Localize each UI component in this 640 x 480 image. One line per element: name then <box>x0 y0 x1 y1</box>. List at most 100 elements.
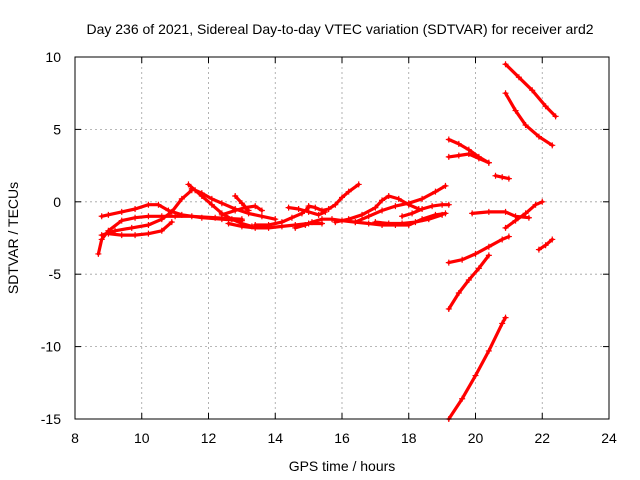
data-point <box>345 188 352 195</box>
data-point <box>245 207 252 214</box>
data-point <box>365 213 372 220</box>
trace-22 <box>447 316 508 421</box>
data-point <box>469 210 476 217</box>
data-point <box>118 217 125 224</box>
y-tick-labels: 10 5 0 -5 -10 -15 <box>41 49 61 427</box>
data-point <box>185 181 192 188</box>
data-point <box>445 305 452 312</box>
data-point <box>98 232 105 239</box>
data-point <box>492 172 499 179</box>
data-point <box>522 210 529 217</box>
data-point <box>218 200 225 207</box>
data-point <box>315 211 322 218</box>
data-point <box>312 204 319 211</box>
data-point <box>502 224 509 231</box>
data-point <box>502 314 509 321</box>
data-point <box>485 243 492 250</box>
data-point <box>218 211 225 218</box>
y-tick-label: 10 <box>45 49 61 65</box>
data-point <box>308 219 315 226</box>
data-point <box>232 193 239 200</box>
data-point <box>455 152 462 159</box>
data-point <box>322 208 329 215</box>
y-tick-label: -15 <box>41 411 61 427</box>
data-point <box>238 200 245 207</box>
data-point <box>208 201 215 208</box>
data-point <box>439 201 446 208</box>
data-point <box>118 208 125 215</box>
data-point <box>475 155 482 162</box>
data-point <box>178 211 185 218</box>
data-point <box>365 220 372 227</box>
data-point <box>485 252 492 259</box>
data-point <box>98 213 105 220</box>
data-point <box>549 142 556 149</box>
data-point <box>225 220 232 227</box>
data-point <box>472 250 479 257</box>
x-tick-label: 18 <box>401 430 417 446</box>
x-tick-label: 22 <box>534 430 550 446</box>
data-point <box>499 320 506 327</box>
data-point <box>272 216 279 223</box>
trace-20 <box>447 235 511 265</box>
y-tick-label: -10 <box>41 339 61 355</box>
data-point <box>502 61 509 68</box>
data-point <box>429 203 436 210</box>
data-point <box>145 230 152 237</box>
data-point <box>112 227 119 234</box>
data-point <box>385 193 392 200</box>
data-point <box>155 201 162 208</box>
data-point <box>278 219 285 226</box>
data-point <box>442 210 449 217</box>
x-axis-label: GPS time / hours <box>289 458 396 474</box>
data-point <box>465 151 472 158</box>
data-point <box>505 175 512 182</box>
data-point <box>252 203 259 210</box>
data-point <box>455 290 462 297</box>
data-point <box>145 221 152 228</box>
data-point <box>485 347 492 354</box>
data-point <box>145 213 152 220</box>
data-point <box>372 204 379 211</box>
data-point <box>228 216 235 223</box>
data-point <box>198 214 205 221</box>
y-tick-label: -5 <box>49 266 62 282</box>
data-point <box>198 190 205 197</box>
data-point <box>455 140 462 147</box>
trace-13 <box>333 194 421 224</box>
data-point <box>295 206 302 213</box>
data-point <box>499 174 506 181</box>
data-point <box>465 276 472 283</box>
data-point <box>499 236 506 243</box>
y-tick-label: 5 <box>53 121 61 137</box>
x-tick-label: 14 <box>267 430 283 446</box>
data-point <box>128 224 135 231</box>
data-point <box>258 207 265 214</box>
data-point <box>512 217 519 224</box>
data-point <box>535 246 542 253</box>
data-point <box>505 233 512 240</box>
data-point <box>502 90 509 97</box>
data-point <box>168 208 175 215</box>
data-point <box>302 221 309 228</box>
data-point <box>525 214 532 221</box>
data-point <box>475 265 482 272</box>
data-point <box>252 221 259 228</box>
trace-11 <box>307 182 361 213</box>
data-point <box>258 213 265 220</box>
data-point <box>265 221 272 228</box>
x-tick-labels: 8 10 12 14 16 18 20 22 24 <box>71 430 617 446</box>
data-point <box>409 210 416 217</box>
data-point <box>345 216 352 223</box>
data-point <box>419 206 426 213</box>
data-point <box>412 219 419 226</box>
data-point <box>445 201 452 208</box>
data-point <box>288 214 295 221</box>
axis-ticks <box>74 56 610 420</box>
data-point <box>522 122 529 129</box>
data-point <box>132 214 139 221</box>
data-point <box>132 232 139 239</box>
data-point <box>359 211 366 218</box>
data-point <box>539 198 546 205</box>
